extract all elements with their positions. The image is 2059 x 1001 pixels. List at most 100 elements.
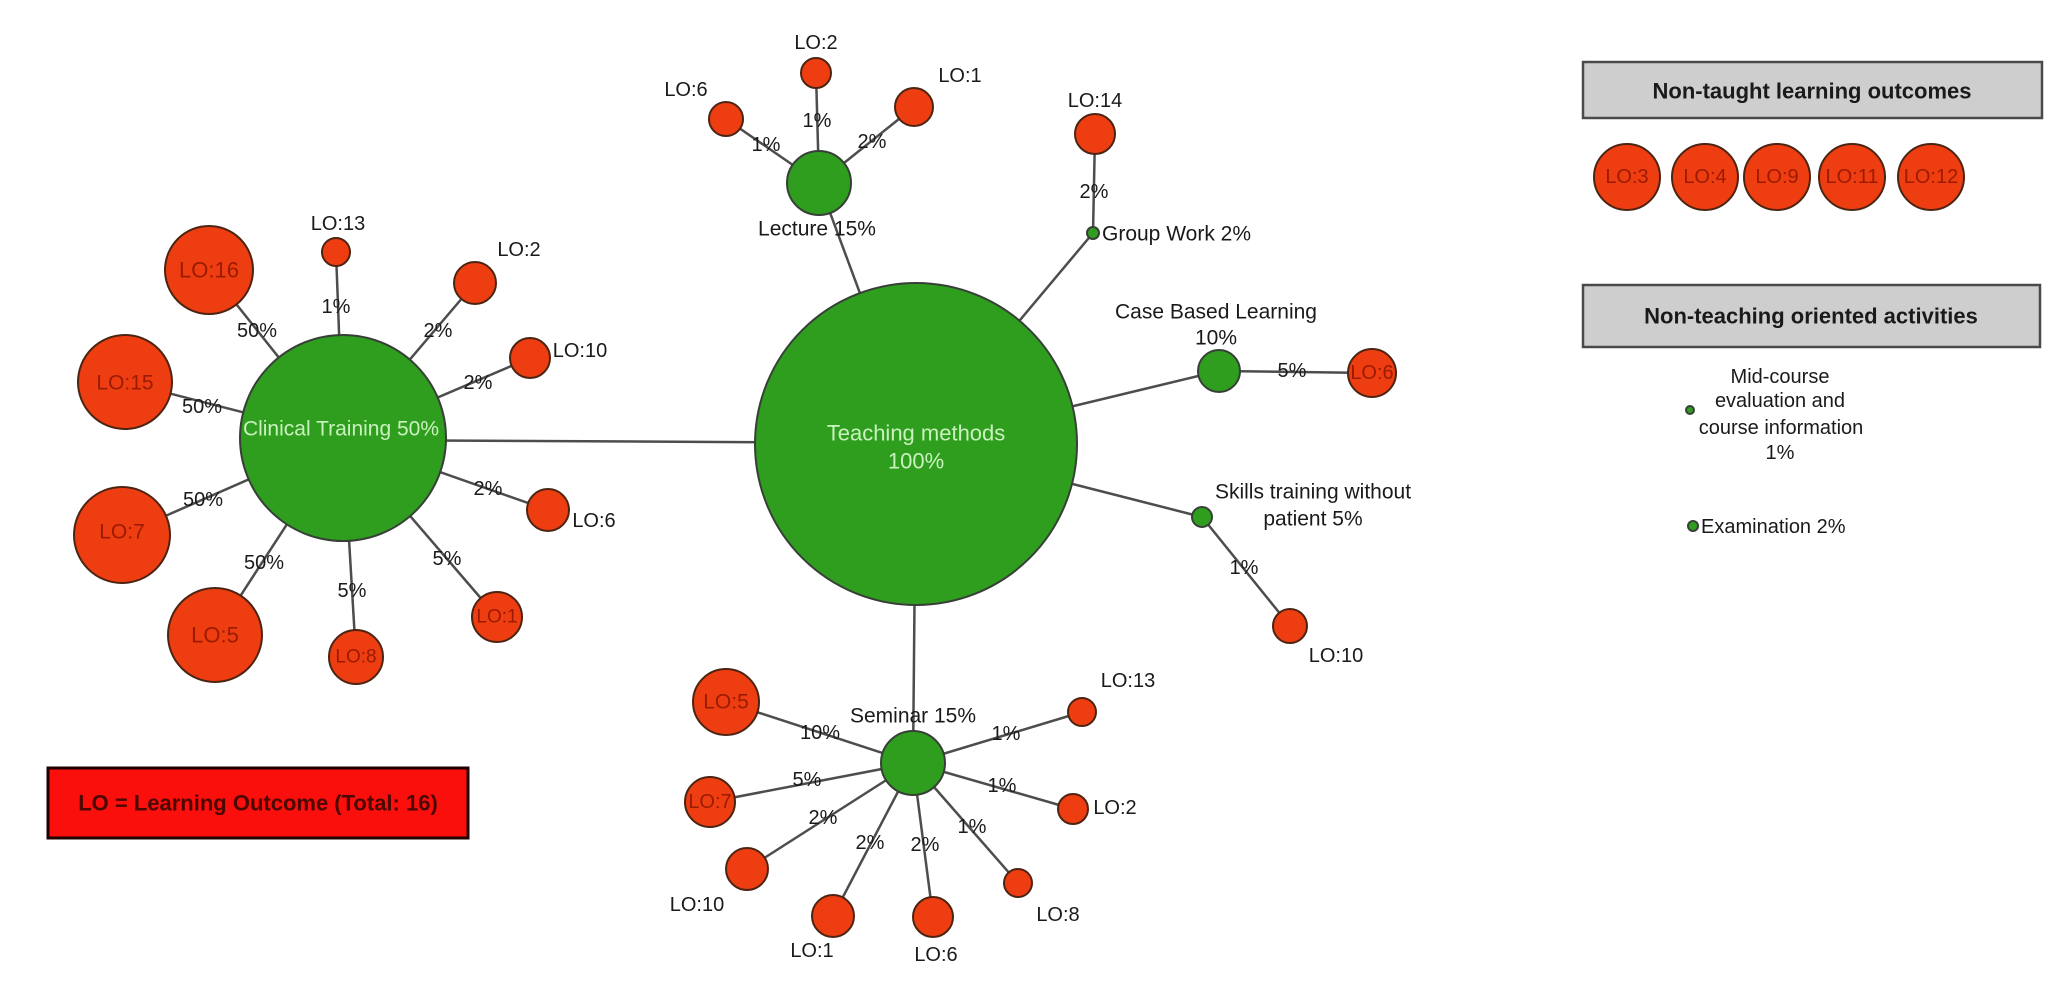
- link-seminar-lo7: [709, 761, 914, 804]
- node-teaching-methods: [754, 282, 1078, 606]
- group-work-label: Group Work 2%: [1102, 223, 1251, 246]
- teaching-methods-label-line1: Teaching methods: [827, 421, 1006, 446]
- node-nontaught-lo9: [1743, 143, 1811, 211]
- clinical-lo8-pct: 5%: [338, 580, 367, 602]
- legend-box: [46, 766, 470, 840]
- clinical-lo8-label: LO:8: [335, 647, 376, 668]
- clinical-lo16-label: LO:16: [179, 258, 239, 283]
- node-seminar-lo1: [811, 894, 855, 938]
- clinical-lo6-label: LO:6: [572, 510, 615, 532]
- node-groupwork-lo14: [1074, 113, 1116, 155]
- lecture-lo2-pct: 1%: [803, 110, 832, 132]
- clinical-lo5-pct: 50%: [244, 552, 284, 574]
- clinical-lo10-pct: 2%: [464, 372, 493, 394]
- case-based-pct: 5%: [1278, 360, 1307, 382]
- examination-label: Examination 2%: [1701, 516, 1846, 538]
- link-skills-lo10: [1201, 516, 1291, 627]
- node-nontaught-lo11: [1818, 143, 1886, 211]
- seminar-lo1-pct: 2%: [856, 832, 885, 854]
- legend: LO = Learning Outcome (Total: 16): [46, 766, 470, 840]
- nontaught-lo11-label: LO:11: [1826, 166, 1879, 188]
- seminar-lo10-pct: 2%: [809, 807, 838, 829]
- clinical-lo1-label: LO:1: [476, 607, 517, 628]
- seminar-lo6-label: LO:6: [914, 944, 957, 966]
- seminar-lo13-pct: 1%: [992, 723, 1021, 745]
- skills-lo10-label: LO:10: [1309, 645, 1363, 667]
- node-clinical-lo6: [526, 488, 570, 532]
- seminar-lo1-label: LO:1: [790, 940, 833, 962]
- node-seminar-lo2: [1057, 793, 1089, 825]
- node-group-work: [1086, 226, 1100, 240]
- node-clinical-training: [239, 334, 447, 542]
- clinical-lo7-pct: 50%: [183, 489, 223, 511]
- lecture-lo2-label: LO:2: [794, 32, 837, 54]
- seminar-lo2-pct: 1%: [988, 775, 1017, 797]
- node-clinical-lo10: [509, 337, 551, 379]
- mid-course-label-line2: evaluation and: [1715, 390, 1845, 412]
- clinical-training-label: Clinical Training 50%: [243, 418, 439, 441]
- node-nontaught-lo12: [1897, 143, 1965, 211]
- clinical-lo1-pct: 5%: [433, 548, 462, 570]
- node-seminar-lo10: [725, 847, 769, 891]
- case-based-label-line2: 10%: [1195, 327, 1237, 350]
- seminar-lo7-pct: 5%: [793, 769, 822, 791]
- examination-dot: [1687, 520, 1699, 532]
- clinical-lo2-pct: 2%: [424, 320, 453, 342]
- node-clinical-lo2: [453, 261, 497, 305]
- non-teaching-header-box: [1581, 283, 2042, 349]
- clinical-lo6-pct: 2%: [474, 478, 503, 500]
- seminar-lo2-label: LO:2: [1093, 797, 1136, 819]
- clinical-lo5-label: LO:5: [191, 623, 239, 648]
- clinical-lo10-label: LO:10: [553, 340, 607, 362]
- mid-course-dot: [1685, 405, 1695, 415]
- clinical-lo13-pct: 1%: [322, 296, 351, 318]
- node-seminar-lo13: [1067, 697, 1097, 727]
- node-lecture-lo2: [800, 57, 832, 89]
- lecture-label: Lecture 15%: [758, 218, 876, 241]
- node-clinical-lo1: [471, 591, 523, 643]
- seminar-lo13-label: LO:13: [1101, 670, 1155, 692]
- node-lecture: [786, 150, 852, 216]
- mid-course-label-line4: 1%: [1766, 442, 1795, 464]
- nontaught-lo3-label: LO:3: [1605, 166, 1648, 188]
- clinical-lo7-label: LO:7: [99, 521, 145, 544]
- node-lecture-lo1: [894, 87, 934, 127]
- lecture-lo1-label: LO:1: [938, 65, 981, 87]
- node-clinical-lo7: [73, 486, 171, 584]
- node-clinical-lo13: [321, 237, 351, 267]
- seminar-lo10-label: LO:10: [670, 894, 724, 916]
- clinical-lo16-pct: 50%: [237, 320, 277, 342]
- nontaught-lo12-label: LO:12: [1904, 166, 1958, 188]
- groupwork-lo14-label: LO:14: [1068, 90, 1122, 112]
- panel-non-teaching: Non-teaching oriented activities Mid-cou…: [1581, 283, 2042, 538]
- nontaught-lo4-label: LO:4: [1683, 166, 1726, 188]
- lecture-lo6-pct: 1%: [752, 134, 781, 156]
- node-seminar-lo6: [912, 896, 954, 938]
- clinical-lo15-pct: 50%: [182, 396, 222, 418]
- nodes: [73, 57, 1397, 938]
- node-seminar-lo7: [684, 776, 736, 828]
- case-based-label-line1: Case Based Learning: [1115, 301, 1317, 324]
- seminar-lo7-label: LO:7: [688, 791, 731, 813]
- node-clinical-lo8: [328, 629, 384, 685]
- panel-non-taught: Non-taught learning outcomes LO:3 LO:4 L…: [1581, 60, 2044, 211]
- lecture-lo1-pct: 2%: [858, 131, 887, 153]
- non-taught-header-box: [1581, 60, 2044, 120]
- seminar-lo6-pct: 2%: [911, 834, 940, 856]
- node-nontaught-lo4: [1671, 143, 1739, 211]
- seminar-lo5-label: LO:5: [703, 691, 749, 714]
- node-nontaught-lo3: [1593, 143, 1661, 211]
- clinical-lo13-label: LO:13: [311, 213, 365, 235]
- labels: Teaching methods 100% Clinical Training …: [96, 32, 1411, 966]
- skills-pct: 1%: [1230, 557, 1259, 579]
- casebased-lo6-label: LO:6: [1350, 362, 1393, 384]
- legend-label: LO = Learning Outcome (Total: 16): [78, 791, 438, 816]
- skills-label-line1: Skills training without: [1215, 481, 1411, 504]
- node-lecture-lo6: [708, 101, 744, 137]
- teaching-methods-label-line2: 100%: [888, 449, 944, 474]
- lecture-lo6-label: LO:6: [664, 79, 707, 101]
- non-teaching-title: Non-teaching oriented activities: [1644, 304, 1978, 329]
- node-clinical-lo15: [77, 334, 173, 430]
- clinical-lo2-label: LO:2: [497, 239, 540, 261]
